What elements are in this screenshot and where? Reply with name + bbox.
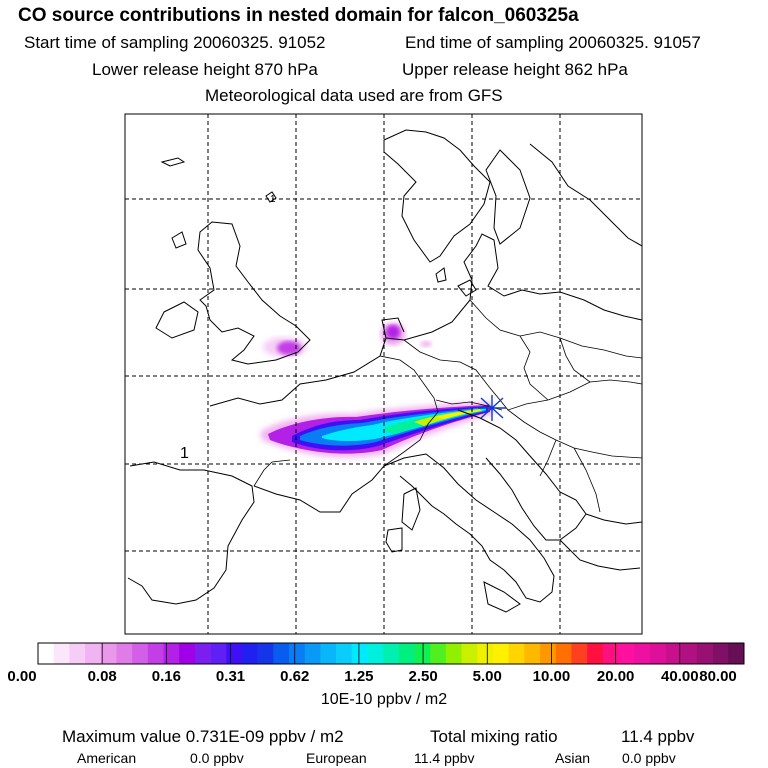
colorbar-cell (289, 643, 306, 664)
colorbar-cell (273, 643, 290, 664)
map-area (125, 114, 642, 634)
met-data-label: Meteorological data used are from GFS (205, 86, 503, 105)
colorbar-cell (304, 643, 321, 664)
colorbar-cell (383, 643, 400, 664)
colorbar-tick-label: 80.00 (699, 668, 737, 685)
upper-height-label: Upper release height 862 hPa (402, 60, 628, 79)
asian-value: 0.0 ppbv (622, 750, 676, 766)
colorbar-tick-label: 0.31 (215, 668, 246, 685)
maximum-value-label: Maximum value 0.731E-09 ppbv / m2 (62, 727, 344, 746)
colorbar-cell (665, 643, 682, 664)
colorbar-cell (508, 643, 525, 664)
colorbar-cell (116, 643, 133, 664)
end-time-label: End time of sampling 20060325. 91057 (405, 33, 701, 52)
colorbar-cell (85, 643, 102, 664)
start-time-label: Start time of sampling 20060325. 91052 (24, 33, 326, 52)
european-value: 11.4 ppbv (414, 750, 475, 766)
american-value: 0.0 ppbv (190, 750, 244, 766)
colorbar-cell (210, 643, 227, 664)
colorbar-frame (37, 642, 745, 665)
colorbar-tick-label: 0.00 (7, 668, 37, 685)
colorbar-tick-label: 0.08 (87, 668, 117, 685)
coastlines (127, 129, 642, 613)
colorbar-cell (163, 643, 180, 664)
colorbar-cell (571, 643, 588, 664)
colorbar-cell (241, 643, 258, 664)
colorbar-cell (38, 643, 54, 664)
colorbar-tick-label: 0.62 (280, 668, 310, 685)
colorbar-units: 10E-10 ppbv / m2 (320, 691, 448, 708)
colorbar-cell (555, 643, 572, 664)
colorbar-cell (351, 643, 368, 664)
colorbar-cell (618, 643, 635, 664)
colorbar-cell (696, 643, 713, 664)
colorbar-tick-label: 5.00 (472, 668, 502, 685)
colorbar-cell (634, 643, 651, 664)
lat-lon-grid (125, 114, 642, 634)
colorbar-tick-label: 10.00 (532, 668, 571, 685)
colorbar (38, 643, 745, 664)
colorbar-tick-label: 20.00 (596, 668, 635, 685)
european-label: European (306, 750, 367, 766)
colorbar-cell (430, 643, 447, 664)
total-mixing-ratio-label: Total mixing ratio (430, 727, 558, 746)
colorbar-cell (69, 643, 86, 664)
grid-label: 1 (180, 445, 189, 462)
colorbar-cell (257, 643, 274, 664)
colorbar-cell (728, 643, 745, 664)
asian-label: Asian (555, 750, 591, 766)
colorbar-cell (461, 643, 478, 664)
asterisk-icon (478, 395, 506, 421)
colorbar-tick-label: 2.50 (408, 668, 438, 685)
colorbar-cell (712, 643, 729, 664)
colorbar-cell (53, 643, 70, 664)
colorbar-cell (492, 643, 509, 664)
colorbar-cell (540, 643, 557, 664)
colorbar-cell (477, 643, 494, 664)
colorbar-cell (336, 643, 353, 664)
plume-field (260, 323, 494, 458)
colorbar-tick-label: 40.00 (661, 668, 699, 685)
colorbar-tick-label: 0.16 (151, 668, 181, 685)
country-borders (253, 299, 642, 513)
total-mixing-ratio-value: 11.4 ppbv (621, 727, 695, 746)
map-title: CO source contributions in nested domain… (18, 5, 579, 26)
colorbar-cell (367, 643, 384, 664)
map-frame (124, 113, 643, 635)
colorbar-cell (445, 643, 462, 664)
colorbar-cell (398, 643, 415, 664)
colorbar-cell (147, 643, 164, 664)
colorbar-cell (649, 643, 666, 664)
colorbar-cell (179, 643, 196, 664)
colorbar-tick-label: 1.25 (344, 668, 374, 685)
colorbar-cell (100, 643, 117, 664)
colorbar-cell (681, 643, 698, 664)
colorbar-cell (587, 643, 604, 664)
colorbar-cell (194, 643, 211, 664)
grid-label: 1 (270, 194, 276, 205)
colorbar-cell (414, 643, 431, 664)
american-label: American (77, 750, 137, 766)
colorbar-cell (602, 643, 619, 664)
lower-height-label: Lower release height 870 hPa (92, 60, 318, 79)
colorbar-cell (320, 643, 337, 664)
colorbar-cell (524, 643, 541, 664)
colorbar-cell (226, 643, 243, 664)
colorbar-cell (132, 643, 149, 664)
